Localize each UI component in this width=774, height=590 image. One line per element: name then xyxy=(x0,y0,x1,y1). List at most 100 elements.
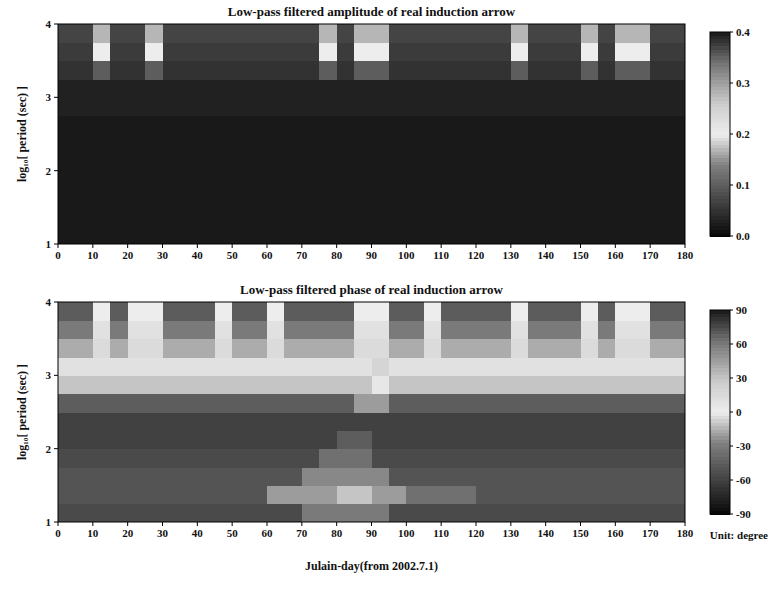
cell xyxy=(145,339,163,358)
cell xyxy=(250,152,268,171)
cell xyxy=(459,302,477,321)
cell xyxy=(546,116,564,135)
colorbar-swatch xyxy=(710,148,730,152)
cell xyxy=(389,394,407,413)
cell xyxy=(668,134,685,153)
cell xyxy=(528,24,546,43)
cell xyxy=(441,339,459,358)
cell xyxy=(615,226,633,244)
x-tick-label: 80 xyxy=(331,527,343,539)
cell xyxy=(145,152,163,171)
cell xyxy=(128,375,146,394)
cell xyxy=(250,320,268,339)
cell xyxy=(493,152,511,171)
cell xyxy=(372,171,390,190)
cell xyxy=(267,226,285,244)
x-tick xyxy=(476,522,477,526)
cell xyxy=(163,79,181,98)
cell xyxy=(441,357,459,376)
cell xyxy=(633,412,651,431)
colorbar-swatch xyxy=(710,185,730,189)
cell xyxy=(302,394,320,413)
cell xyxy=(389,152,407,171)
cell xyxy=(389,116,407,135)
x-tick-label: 80 xyxy=(331,249,343,261)
cell xyxy=(110,449,128,468)
cell xyxy=(337,189,355,208)
cell xyxy=(284,42,302,61)
cell xyxy=(145,24,163,43)
cell xyxy=(215,79,233,98)
cell xyxy=(546,134,564,153)
cell xyxy=(110,226,128,244)
cell xyxy=(250,116,268,135)
cell xyxy=(163,61,181,80)
cell xyxy=(319,485,337,504)
cell xyxy=(58,467,76,486)
cell xyxy=(354,61,372,80)
colorbar-swatch xyxy=(710,49,730,53)
cell xyxy=(337,171,355,190)
colorbar-swatch xyxy=(710,42,730,46)
cell xyxy=(284,302,302,321)
cell xyxy=(581,189,599,208)
cell xyxy=(58,79,76,98)
cell xyxy=(528,97,546,116)
cell xyxy=(110,485,128,504)
cell xyxy=(180,171,198,190)
cell xyxy=(511,24,529,43)
cell xyxy=(528,467,546,486)
colorbar-swatch xyxy=(710,456,730,460)
cell xyxy=(232,207,250,226)
cell xyxy=(110,430,128,449)
cell xyxy=(250,467,268,486)
cell xyxy=(459,116,477,135)
cell xyxy=(511,97,529,116)
cell xyxy=(528,449,546,468)
cell xyxy=(180,207,198,226)
cell xyxy=(267,412,285,431)
x-tick-label: 180 xyxy=(677,249,694,261)
cell xyxy=(284,24,302,43)
cell xyxy=(215,97,233,116)
cell xyxy=(128,79,146,98)
colorbar-swatch xyxy=(710,154,730,158)
cell xyxy=(546,339,564,358)
cell xyxy=(163,485,181,504)
cell xyxy=(493,430,511,449)
cell xyxy=(650,116,668,135)
cell xyxy=(563,430,581,449)
cell xyxy=(284,357,302,376)
cell xyxy=(581,61,599,80)
cell xyxy=(476,61,494,80)
colorbar-swatch xyxy=(710,334,730,338)
cell xyxy=(598,339,616,358)
cell xyxy=(215,171,233,190)
cell xyxy=(197,430,215,449)
cell xyxy=(493,97,511,116)
cell xyxy=(319,61,337,80)
cell xyxy=(598,171,616,190)
colorbar-swatch xyxy=(710,388,730,392)
cell xyxy=(75,449,93,468)
cell xyxy=(250,79,268,98)
x-tick xyxy=(580,522,581,526)
cell xyxy=(302,189,320,208)
cell xyxy=(476,339,494,358)
cell xyxy=(511,394,529,413)
cell xyxy=(493,394,511,413)
cell xyxy=(668,357,685,376)
cell xyxy=(284,189,302,208)
cell xyxy=(389,134,407,153)
cell xyxy=(546,302,564,321)
x-tick xyxy=(545,244,546,248)
colorbar-swatch xyxy=(710,358,730,362)
cell xyxy=(197,320,215,339)
cell xyxy=(302,42,320,61)
cell xyxy=(406,504,424,522)
cell xyxy=(668,226,685,244)
cell xyxy=(598,134,616,153)
colorbar-tick xyxy=(730,412,733,413)
cell xyxy=(232,375,250,394)
colorbar-swatch xyxy=(710,175,730,179)
